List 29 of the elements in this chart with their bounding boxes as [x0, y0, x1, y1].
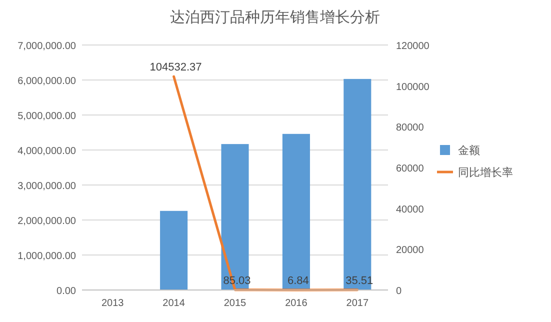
bar	[160, 210, 188, 290]
data-label: 6.84	[287, 274, 309, 287]
y2-tick-label: 100000	[396, 82, 430, 93]
legend-label: 同比增长率	[458, 166, 513, 179]
data-label: 104532.37	[150, 62, 202, 74]
x-tick-label: 2017	[346, 298, 369, 309]
y-tick-label: 7,000,000.00	[18, 41, 76, 52]
bar	[344, 78, 372, 290]
y-tick-label: 5,000,000.00	[18, 111, 76, 122]
bar	[282, 134, 310, 290]
y-tick-label: 4,000,000.00	[18, 146, 76, 157]
y-tick-label: 0.00	[56, 286, 76, 297]
y2-tick-label: 120000	[396, 41, 430, 52]
legend-label: 金额	[458, 144, 480, 157]
y-tick-label: 6,000,000.00	[18, 76, 76, 87]
y-tick-label: 2,000,000.00	[18, 216, 76, 227]
y2-tick-label: 80000	[396, 122, 424, 134]
x-tick-label: 2014	[162, 298, 186, 309]
y-tick-label: 1,000,000.00	[18, 251, 76, 262]
x-tick-label: 2016	[285, 298, 308, 309]
x-tick-label: 2013	[101, 298, 124, 309]
y2-tick-label: 20000	[396, 245, 424, 256]
y2-tick-label: 60000	[396, 164, 424, 174]
y2-tick-label: 40000	[396, 204, 424, 216]
bar	[221, 144, 249, 290]
y2-tick-label: 0	[396, 286, 402, 297]
chart-title: 达泊西汀品种历年销售增长分析	[170, 9, 380, 26]
y-tick-label: 3,000,000.00	[18, 181, 76, 192]
x-tick-label: 2015	[224, 298, 247, 309]
